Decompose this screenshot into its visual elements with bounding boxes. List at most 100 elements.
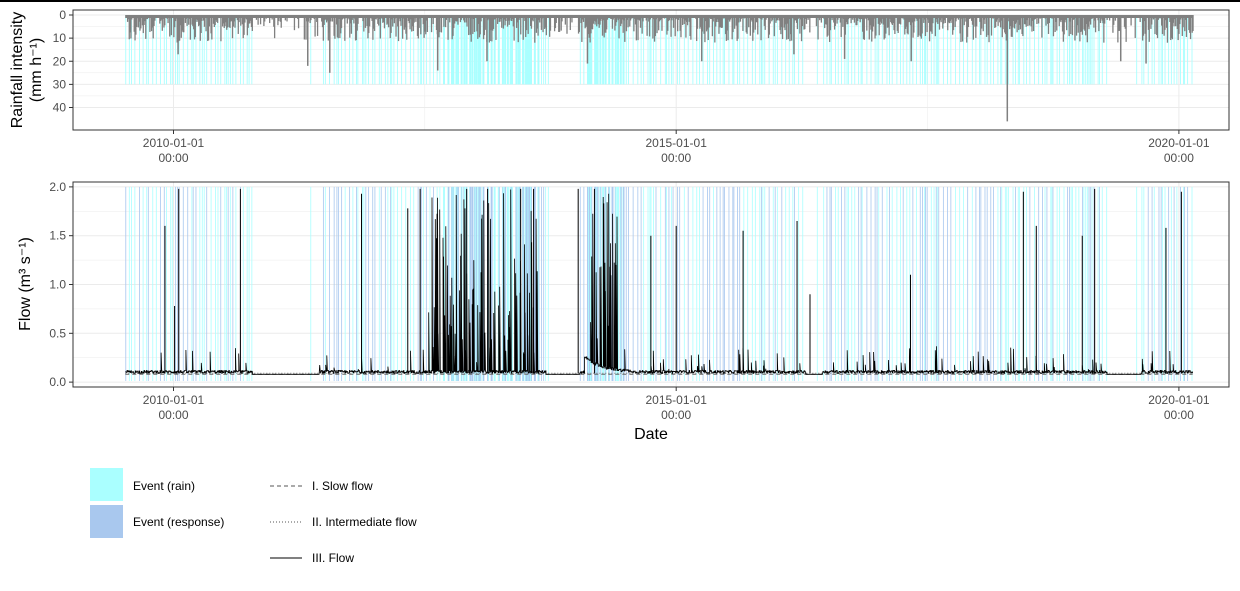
rain-bar xyxy=(514,15,516,18)
rain-bar xyxy=(522,15,524,40)
rain-bar xyxy=(533,15,535,18)
rain-event-band xyxy=(597,15,599,85)
flow-event-band xyxy=(378,186,380,381)
rain-bar xyxy=(183,15,185,33)
rain-event-band xyxy=(605,15,607,85)
flow-event-band xyxy=(227,186,229,381)
rain-bar xyxy=(321,15,324,28)
flow-event-band xyxy=(523,186,525,381)
rain-bar xyxy=(1192,15,1194,31)
rain-bar xyxy=(597,15,600,25)
rain-bar xyxy=(965,15,967,22)
rain-bar xyxy=(942,15,945,24)
rain-bar xyxy=(1174,15,1176,20)
rain-event-band xyxy=(743,15,745,85)
rain-bar xyxy=(563,15,566,19)
rain-bar xyxy=(975,15,977,38)
rain-event-band xyxy=(597,15,599,85)
rain-bar xyxy=(866,15,869,19)
rain-event-band xyxy=(1012,15,1014,85)
rain-bar xyxy=(861,15,863,20)
rain-bar xyxy=(228,15,230,28)
rain-bar xyxy=(360,15,362,18)
rain-bar xyxy=(1075,15,1077,18)
rain-bar-peak xyxy=(436,15,439,71)
rain-bar xyxy=(399,15,401,22)
rain-bar xyxy=(387,15,389,24)
rain-bar xyxy=(349,15,352,24)
rain-event-band xyxy=(637,15,639,85)
rainfall-y-axis-unit: (mm h⁻¹) xyxy=(28,38,45,102)
flow-event-band xyxy=(889,186,890,381)
rain-bar xyxy=(845,15,847,22)
rain-bar xyxy=(656,15,658,34)
rain-event-band xyxy=(475,15,477,85)
rain-bar xyxy=(367,15,369,39)
rain-event-band xyxy=(936,15,938,85)
rain-bar xyxy=(1151,15,1153,25)
rain-bar xyxy=(446,15,448,18)
rain-bar xyxy=(447,15,449,40)
rain-bar xyxy=(377,15,379,24)
rain-event-band xyxy=(478,15,480,85)
rain-event-band xyxy=(506,15,508,85)
rain-bar xyxy=(1032,15,1035,32)
rain-event-band xyxy=(465,15,467,85)
rain-event-band xyxy=(487,15,489,85)
rain-bar xyxy=(410,15,412,20)
rain-bar xyxy=(967,15,970,28)
rain-bar xyxy=(591,15,593,29)
rain-event-band xyxy=(594,15,596,85)
rain-event-band xyxy=(159,15,161,85)
rain-event-band xyxy=(1147,15,1149,85)
rain-event-band xyxy=(338,15,340,85)
rain-bar xyxy=(642,15,644,22)
flow-event-band xyxy=(324,186,326,381)
rain-event-band xyxy=(1153,15,1155,85)
rain-bar xyxy=(724,15,726,18)
rain-bar xyxy=(739,15,742,22)
rain-bar xyxy=(420,15,423,18)
rain-bar xyxy=(462,15,464,19)
rain-event-band xyxy=(679,15,681,85)
rain-event-band xyxy=(1136,15,1138,85)
flow-event-band xyxy=(955,186,956,381)
rain-bar xyxy=(980,15,983,29)
rain-bar xyxy=(1182,15,1184,28)
rain-bar xyxy=(361,15,363,18)
rain-bar xyxy=(1147,15,1150,30)
rain-event-band xyxy=(134,15,136,85)
flow-event-band xyxy=(232,186,234,381)
rain-event-band xyxy=(215,15,216,85)
rain-bar xyxy=(435,15,437,18)
rain-event-band xyxy=(155,15,157,85)
flow-event-band xyxy=(930,186,932,381)
rain-bar xyxy=(449,15,451,23)
rain-event-band xyxy=(891,15,893,85)
flow-event-band xyxy=(1004,186,1006,381)
rain-bar xyxy=(870,15,872,30)
rain-event-band xyxy=(460,15,462,85)
rain-event-band xyxy=(1038,15,1040,85)
rain-bar xyxy=(989,15,991,18)
rain-bar xyxy=(1070,15,1073,18)
flow-event-band xyxy=(699,186,700,381)
flow-event-band xyxy=(1147,186,1149,381)
rain-bar xyxy=(501,15,504,18)
flow-event-band xyxy=(623,186,624,381)
rain-bar xyxy=(765,15,767,20)
rain-bar xyxy=(1191,15,1193,33)
rain-bar xyxy=(1051,15,1053,19)
rain-event-band xyxy=(474,15,476,85)
rain-event-band xyxy=(670,15,672,85)
rain-event-band xyxy=(491,15,493,85)
rain-bar xyxy=(1047,15,1049,24)
rain-event-band xyxy=(878,15,880,85)
rain-bar xyxy=(303,15,306,40)
rain-bar xyxy=(730,15,733,18)
rain-bar xyxy=(1108,15,1111,21)
flow-event-band xyxy=(837,186,839,381)
rain-bar xyxy=(511,15,514,19)
rain-bar xyxy=(1123,15,1126,27)
rain-bar xyxy=(1154,15,1156,35)
